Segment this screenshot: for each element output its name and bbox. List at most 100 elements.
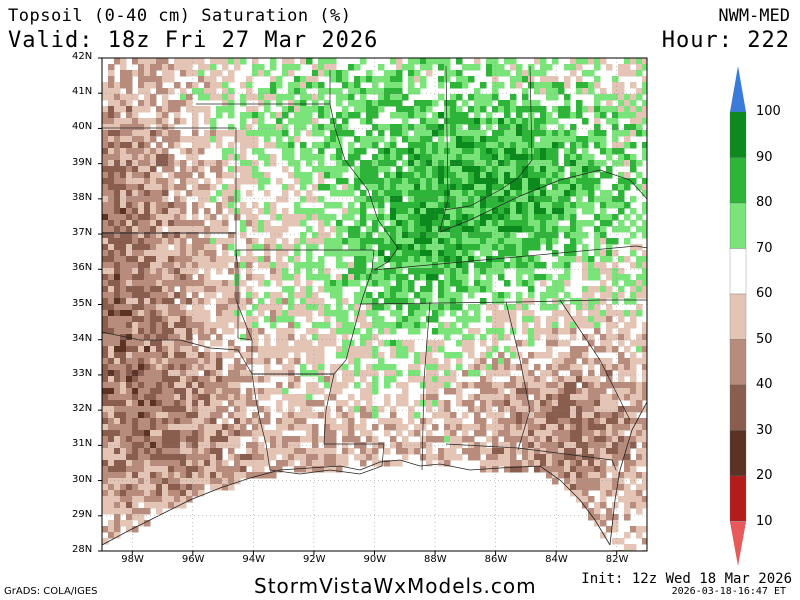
saturation-cell <box>396 274 403 281</box>
saturation-cell <box>162 484 169 491</box>
saturation-cell <box>438 250 445 257</box>
saturation-cell <box>408 88 415 95</box>
saturation-cell <box>300 208 307 215</box>
saturation-cell <box>258 454 265 461</box>
saturation-cell <box>132 430 139 437</box>
saturation-cell <box>384 328 391 335</box>
saturation-cell <box>216 382 223 389</box>
saturation-cell <box>180 214 187 221</box>
saturation-cell <box>348 430 355 437</box>
saturation-cell <box>510 214 517 221</box>
saturation-cell <box>432 208 439 215</box>
saturation-cell <box>498 82 505 89</box>
saturation-cell <box>300 220 307 227</box>
saturation-cell <box>360 274 367 281</box>
saturation-cell <box>432 328 439 335</box>
saturation-cell <box>552 190 559 197</box>
saturation-cell <box>162 466 169 473</box>
saturation-cell <box>570 130 577 137</box>
saturation-cell <box>594 406 601 413</box>
saturation-cell <box>594 466 601 473</box>
saturation-cell <box>234 136 241 143</box>
saturation-cell <box>186 382 193 389</box>
saturation-cell <box>174 472 181 479</box>
saturation-cell <box>168 274 175 281</box>
saturation-cell <box>540 382 547 389</box>
saturation-cell <box>624 514 631 521</box>
saturation-cell <box>618 70 625 77</box>
saturation-cell <box>264 88 271 95</box>
saturation-cell <box>174 268 181 275</box>
saturation-cell <box>126 244 133 251</box>
saturation-cell <box>618 196 625 203</box>
saturation-cell <box>114 292 121 299</box>
saturation-cell <box>132 388 139 395</box>
saturation-cell <box>228 316 235 323</box>
saturation-cell <box>450 418 457 425</box>
saturation-cell <box>294 118 301 125</box>
saturation-cell <box>300 112 307 119</box>
saturation-cell <box>204 250 211 257</box>
saturation-cell <box>294 76 301 83</box>
valid-time: Valid: 18z Fri 27 Mar 2026 <box>8 28 379 53</box>
saturation-cell <box>216 364 223 371</box>
saturation-cell <box>168 406 175 413</box>
saturation-cell <box>240 280 247 287</box>
saturation-cell <box>240 154 247 161</box>
saturation-cell <box>330 124 337 131</box>
saturation-cell <box>450 274 457 281</box>
saturation-cell <box>612 298 619 305</box>
saturation-cell <box>396 220 403 227</box>
saturation-cell <box>192 58 199 65</box>
saturation-cell <box>246 268 253 275</box>
saturation-cell <box>612 88 619 95</box>
saturation-cell <box>372 436 379 443</box>
saturation-cell <box>246 82 253 89</box>
saturation-cell <box>372 406 379 413</box>
saturation-cell <box>510 304 517 311</box>
saturation-cell <box>636 244 643 251</box>
saturation-cell <box>240 100 247 107</box>
saturation-cell <box>108 424 115 431</box>
saturation-cell <box>354 370 361 377</box>
saturation-cell <box>408 322 415 329</box>
saturation-cell <box>246 394 253 401</box>
saturation-cell <box>168 226 175 233</box>
saturation-cell <box>504 292 511 299</box>
saturation-cell <box>216 370 223 377</box>
saturation-cell <box>486 460 493 467</box>
saturation-cell <box>126 508 133 515</box>
saturation-cell <box>156 226 163 233</box>
saturation-cell <box>108 478 115 485</box>
saturation-cell <box>216 400 223 407</box>
saturation-cell <box>396 322 403 329</box>
saturation-cell <box>186 310 193 317</box>
saturation-cell <box>198 256 205 263</box>
saturation-cell <box>252 346 259 353</box>
saturation-cell <box>132 334 139 341</box>
saturation-cell <box>624 532 631 539</box>
saturation-cell <box>186 106 193 113</box>
saturation-cell <box>378 352 385 359</box>
saturation-cell <box>156 334 163 341</box>
saturation-cell <box>234 184 241 191</box>
saturation-cell <box>600 292 607 299</box>
saturation-cell <box>588 268 595 275</box>
saturation-cell <box>486 424 493 431</box>
saturation-cell <box>612 448 619 455</box>
saturation-cell <box>372 220 379 227</box>
saturation-cell <box>132 442 139 449</box>
saturation-cell <box>426 454 433 461</box>
saturation-cell <box>534 196 541 203</box>
saturation-cell <box>468 142 475 149</box>
saturation-cell <box>114 88 121 95</box>
saturation-cell <box>486 406 493 413</box>
saturation-cell <box>576 454 583 461</box>
saturation-cell <box>396 76 403 83</box>
saturation-cell <box>192 448 199 455</box>
saturation-cell <box>348 304 355 311</box>
saturation-cell <box>282 64 289 71</box>
saturation-cell <box>420 196 427 203</box>
saturation-cell <box>132 226 139 233</box>
saturation-cell <box>438 286 445 293</box>
